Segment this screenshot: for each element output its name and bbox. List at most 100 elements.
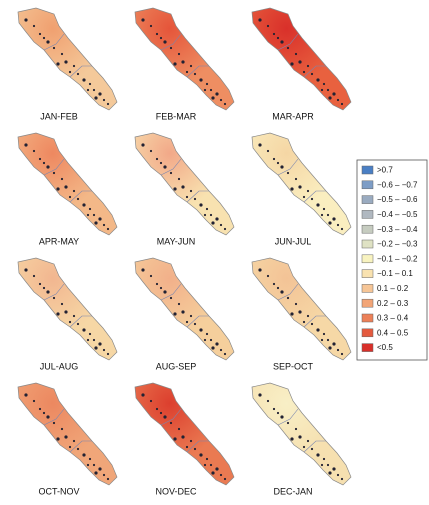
station: [82, 328, 86, 332]
station: [46, 40, 50, 44]
station: [94, 221, 98, 225]
region-border: [277, 158, 326, 203]
station: [92, 463, 96, 467]
station: [24, 268, 28, 272]
station: [272, 282, 276, 286]
station: [294, 52, 298, 56]
station: [211, 471, 215, 475]
station: [199, 203, 203, 207]
station: [302, 445, 306, 449]
station: [290, 312, 294, 316]
station: [38, 32, 42, 36]
station: [223, 352, 227, 356]
station: [86, 463, 90, 467]
legend-swatch: [361, 313, 374, 323]
station: [205, 457, 209, 461]
station: [98, 342, 102, 346]
station: [328, 471, 332, 475]
station: [42, 411, 46, 415]
station: [42, 286, 46, 290]
station: [86, 338, 90, 342]
station: [169, 421, 173, 425]
station: [72, 439, 76, 443]
map-panel: OCT-NOV: [17, 382, 118, 496]
peninsula: [134, 257, 235, 361]
station: [149, 399, 153, 403]
station: [223, 102, 227, 106]
station: [38, 157, 42, 161]
station: [94, 96, 98, 100]
station: [102, 473, 106, 477]
legend-swatch: [361, 328, 374, 338]
panel-label: DEC-JAN: [273, 486, 312, 496]
station: [266, 274, 270, 278]
station: [332, 467, 336, 471]
legend-swatch: [361, 224, 374, 234]
station: [76, 447, 80, 451]
station: [141, 143, 145, 147]
station: [52, 296, 56, 300]
station: [340, 102, 344, 106]
legend-label: 0.3 – 0.4: [377, 314, 409, 323]
station: [272, 32, 276, 36]
station: [199, 453, 203, 457]
station: [294, 427, 298, 431]
station: [310, 322, 314, 326]
panel-label: JAN-FEB: [40, 111, 78, 121]
peninsula: [134, 7, 235, 111]
station: [336, 348, 340, 352]
station: [177, 302, 181, 306]
station: [60, 302, 64, 306]
station: [302, 70, 306, 74]
station: [72, 314, 76, 318]
legend-label: −0.2 – −0.3: [377, 240, 418, 249]
station: [258, 18, 262, 22]
panel-label: MAR-APR: [272, 111, 314, 121]
station: [193, 447, 197, 451]
map-panel: FEB-MAR: [134, 7, 235, 121]
station: [199, 78, 203, 82]
station: [294, 302, 298, 306]
map-panel: JUL-AUG: [17, 257, 118, 371]
legend-label: −0.3 – −0.4: [377, 225, 418, 234]
legend-label: >0.7: [377, 166, 393, 175]
station: [340, 477, 344, 481]
station: [215, 342, 219, 346]
station: [64, 60, 68, 64]
station: [332, 342, 336, 346]
station: [155, 32, 159, 36]
legend-label: −0.4 – −0.5: [377, 210, 418, 219]
station: [32, 399, 36, 403]
station: [266, 399, 270, 403]
station: [203, 463, 207, 467]
station: [219, 348, 223, 352]
station: [181, 185, 185, 189]
station: [185, 70, 189, 74]
station: [326, 338, 330, 342]
station: [68, 195, 72, 199]
station: [326, 463, 330, 467]
station: [82, 453, 86, 457]
station: [141, 18, 145, 22]
region-border: [160, 158, 209, 203]
panel-label: JUN-JUL: [275, 236, 312, 246]
station: [276, 161, 280, 165]
station: [322, 82, 326, 86]
station: [106, 102, 110, 106]
station: [298, 185, 302, 189]
station: [276, 36, 280, 40]
station: [68, 70, 72, 74]
station: [60, 177, 64, 181]
station: [82, 203, 86, 207]
region-border: [277, 408, 326, 453]
station: [169, 296, 173, 300]
peninsula: [17, 132, 118, 236]
station: [211, 96, 215, 100]
station: [72, 64, 76, 68]
station: [340, 352, 344, 356]
station: [298, 435, 302, 439]
station: [316, 328, 320, 332]
panel-label: MAY-JUN: [157, 236, 196, 246]
station: [328, 96, 332, 100]
map-panel: NOV-DEC: [134, 382, 235, 496]
